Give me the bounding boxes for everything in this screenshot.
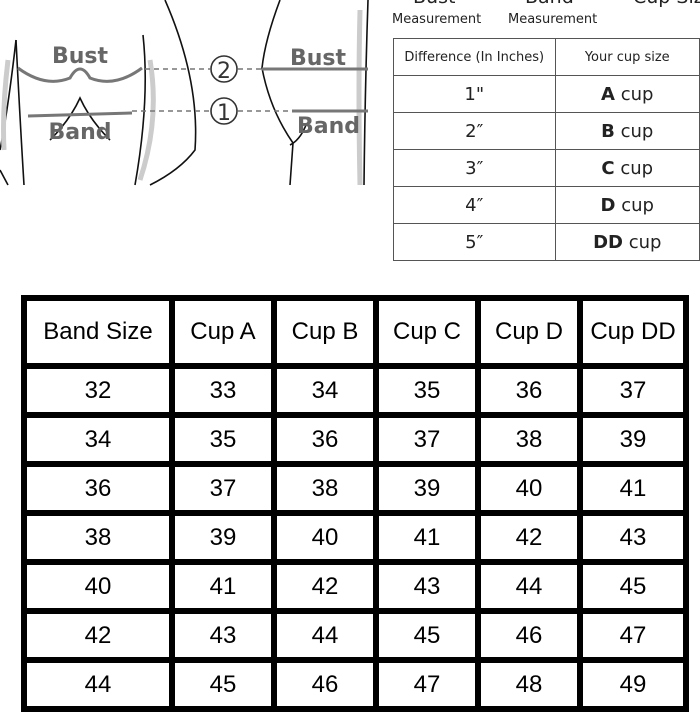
cup-size-cell: 38	[275, 465, 375, 512]
cup-size-cell: 43	[377, 563, 477, 610]
band-size-cell: 32	[25, 367, 171, 414]
cup-size-cell: 39	[377, 465, 477, 512]
formula-band: Band	[525, 0, 574, 8]
table-row: 32 33 34 35 36 37	[25, 367, 685, 414]
column-header: Cup A	[173, 299, 273, 365]
cup-size-cell: 44	[479, 563, 579, 610]
table-header-row: Difference (In Inches) Your cup size	[393, 38, 700, 76]
table-row: 34 35 36 37 38 39	[25, 416, 685, 463]
marker-bust: 2	[217, 59, 231, 84]
table-row: 42 43 44 45 46 47	[25, 612, 685, 659]
cup-cell: DD cup	[554, 223, 700, 261]
cup-size-cell: 45	[173, 661, 273, 708]
cup-size-cell: 47	[377, 661, 477, 708]
formula-minus: –	[485, 0, 495, 8]
cup-size-cell: 36	[275, 416, 375, 463]
difference-table: Difference (In Inches) Your cup size 1" A…	[393, 38, 700, 261]
cup-size-cell: 42	[479, 514, 579, 561]
table-row: 38 39 40 41 42 43	[25, 514, 685, 561]
column-header: Your cup size	[554, 38, 700, 76]
band-size-cell: 44	[25, 661, 171, 708]
cup-size-cell: 38	[479, 416, 579, 463]
cup-size-cell: 46	[275, 661, 375, 708]
cup-size-cell: 36	[479, 367, 579, 414]
cup-size-cell: 43	[581, 514, 685, 561]
table-row: 40 41 42 43 44 45	[25, 563, 685, 610]
cup-size-cell: 41	[173, 563, 273, 610]
difference-cell: 2″	[393, 112, 556, 150]
cup-size-cell: 35	[377, 367, 477, 414]
cup-size-cell: 34	[275, 367, 375, 414]
table-row: 5″ DD cup	[393, 223, 700, 261]
formula-band-sub: Measurement	[508, 12, 598, 27]
cup-cell: A cup	[554, 75, 700, 113]
cup-size-cell: 44	[275, 612, 375, 659]
formula-equals: =	[608, 0, 624, 8]
cup-size-formula: Bust – Band = Cup Size Measurement Measu…	[392, 0, 700, 28]
column-header: Cup B	[275, 299, 375, 365]
band-size-cell: 38	[25, 514, 171, 561]
front-band-label: Band	[48, 120, 111, 145]
cup-size-cell: 35	[173, 416, 273, 463]
cup-size-cell: 40	[479, 465, 579, 512]
cup-cell: C cup	[554, 149, 700, 187]
cup-size-cell: 45	[581, 563, 685, 610]
difference-cell: 5″	[393, 223, 556, 261]
cup-size-cell: 37	[377, 416, 477, 463]
cup-cell: D cup	[554, 186, 700, 224]
table-row: 2″ B cup	[393, 112, 700, 150]
cup-size-cell: 33	[173, 367, 273, 414]
difference-cell: 4″	[393, 186, 556, 224]
band-size-cell: 42	[25, 612, 171, 659]
difference-cell: 3″	[393, 149, 556, 187]
marker-band: 1	[217, 101, 231, 126]
cup-size-cell: 37	[173, 465, 273, 512]
table-row: 1" A cup	[393, 75, 700, 113]
cup-size-cell: 41	[581, 465, 685, 512]
cup-size-cell: 48	[479, 661, 579, 708]
formula-result: Cup Size	[633, 0, 700, 8]
table-row: 44 45 46 47 48 49	[25, 661, 685, 708]
cup-size-cell: 47	[581, 612, 685, 659]
cup-size-cell: 45	[377, 612, 477, 659]
band-size-cell: 36	[25, 465, 171, 512]
size-table: Band Size Cup A Cup B Cup C Cup D Cup DD 32 33…	[21, 295, 689, 712]
cup-size-cell: 39	[581, 416, 685, 463]
table-row: 4″ D cup	[393, 186, 700, 224]
band-size-cell: 40	[25, 563, 171, 610]
table-row: 3″ C cup	[393, 149, 700, 187]
front-bust-label: Bust	[52, 44, 109, 69]
column-header: Band Size	[25, 299, 171, 365]
cup-size-cell: 46	[479, 612, 579, 659]
cup-size-cell: 37	[581, 367, 685, 414]
difference-cell: 1"	[393, 75, 556, 113]
formula-bust: Bust	[413, 0, 455, 8]
cup-size-cell: 43	[173, 612, 273, 659]
table-header-row: Band Size Cup A Cup B Cup C Cup D Cup DD	[25, 299, 685, 365]
side-band-label: Band	[297, 114, 360, 139]
cup-size-cell: 40	[275, 514, 375, 561]
column-header: Cup C	[377, 299, 477, 365]
cup-size-cell: 39	[173, 514, 273, 561]
measurement-illustration: 2 1 Bust Band Bust Band	[0, 0, 369, 186]
cup-cell: B cup	[554, 112, 700, 150]
cup-size-cell: 42	[275, 563, 375, 610]
cup-size-cell: 49	[581, 661, 685, 708]
cup-size-cell: 41	[377, 514, 477, 561]
column-header: Cup DD	[581, 299, 685, 365]
formula-bust-sub: Measurement	[392, 12, 482, 27]
column-header: Cup D	[479, 299, 579, 365]
side-bust-label: Bust	[290, 46, 347, 71]
table-row: 36 37 38 39 40 41	[25, 465, 685, 512]
band-size-cell: 34	[25, 416, 171, 463]
column-header: Difference (In Inches)	[393, 38, 556, 76]
